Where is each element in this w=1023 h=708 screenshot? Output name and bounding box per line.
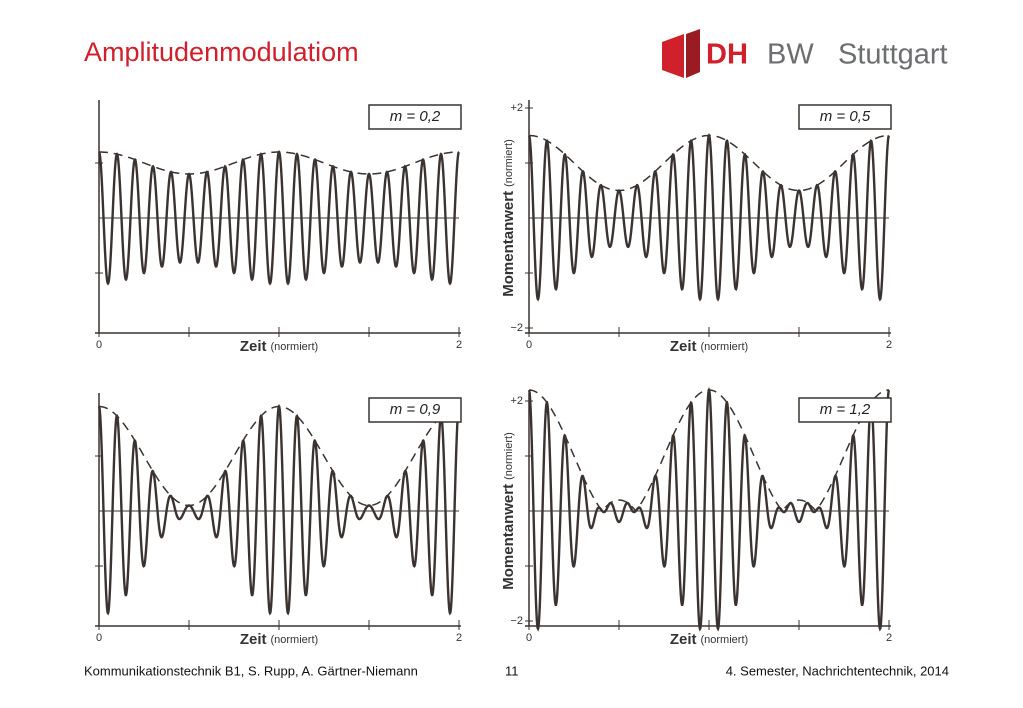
label-box — [798, 397, 892, 423]
x-axis-label: Zeit (normiert) — [670, 631, 748, 648]
y-axis-label: Momentanwert (normiert) — [500, 432, 517, 590]
y-axis-title: Momentanwert — [500, 484, 517, 590]
y-axis-unit: (normiert) — [503, 432, 515, 480]
y-axis-label: Momentanwert (normiert) — [500, 139, 517, 297]
am-waveform — [98, 150, 460, 286]
am-waveform — [97, 403, 461, 616]
am-waveform — [527, 133, 891, 302]
x-tick-label: 0 — [526, 632, 532, 644]
y-axis-title: Momentanwert — [500, 191, 517, 297]
modulation-label: m = 1,2 — [820, 401, 871, 418]
x-tick-label: 0 — [526, 339, 532, 351]
y-tick-label: −2 — [510, 322, 523, 334]
x-tick-label: 0 — [96, 632, 102, 644]
logo-shape — [662, 34, 684, 78]
y-tick-label: +2 — [510, 395, 523, 407]
x-axis-label: Zeit (normiert) — [670, 338, 748, 355]
x-axis-title: Zeit — [670, 338, 697, 355]
panel: 0 2 +2 −2 Momentanwert (normiert) Zeit (normier… — [500, 386, 892, 648]
x-axis-unit: (normiert) — [271, 634, 319, 646]
x-tick-label: 2 — [886, 339, 892, 351]
am-waveform — [527, 386, 891, 632]
panel: 0 2 +2 −2 Momentanwert (normiert) Zeit (normier… — [500, 100, 892, 355]
logo-mark: DH — [706, 39, 748, 71]
modulation-label: m = 0,9 — [390, 401, 441, 418]
y-tick-label: −2 — [510, 615, 523, 627]
y-axis-unit: (normiert) — [503, 139, 515, 187]
x-axis-title: Zeit — [670, 631, 697, 648]
x-axis-unit: (normiert) — [701, 341, 749, 353]
panel: 0 2 Zeit (normiert) m = 0,9 — [95, 393, 462, 648]
slide-title: Amplitudenmodulatiom — [84, 37, 359, 67]
footer-right: 4. Semester, Nachrichtentechnik, 2014 — [726, 663, 949, 678]
x-axis-unit: (normiert) — [701, 634, 749, 646]
label-box — [368, 397, 462, 423]
panel: 0 2 Zeit (normiert) m = 0,2 — [95, 100, 462, 355]
modulation-label: m = 0,2 — [390, 108, 441, 125]
x-axis-label: Zeit (normiert) — [240, 631, 318, 648]
page-number: 11 — [505, 663, 519, 678]
logo-rest: BW — [767, 39, 814, 71]
x-tick-label: 2 — [456, 339, 462, 351]
footer-left: Kommunikationstechnik B1, S. Rupp, A. Gä… — [84, 663, 418, 678]
label-box — [368, 104, 462, 130]
x-tick-label: 0 — [96, 339, 102, 351]
logo-city: Stuttgart — [838, 39, 948, 71]
label-box — [798, 104, 892, 130]
logo-shape — [686, 29, 700, 78]
x-axis-unit: (normiert) — [271, 341, 319, 353]
x-tick-label: 2 — [886, 632, 892, 644]
x-axis-title: Zeit — [240, 631, 267, 648]
modulation-label: m = 0,5 — [820, 108, 871, 125]
envelope — [529, 134, 889, 192]
x-axis-label: Zeit (normiert) — [240, 338, 318, 355]
x-tick-label: 2 — [456, 632, 462, 644]
y-tick-label: +2 — [510, 102, 523, 114]
figure: 0 2 Zeit (normiert) m = 0,2 0 2 +2 −2 Momentanwer… — [95, 100, 892, 648]
logo: DH BW Stuttgart — [662, 29, 948, 78]
x-axis-title: Zeit — [240, 338, 267, 355]
